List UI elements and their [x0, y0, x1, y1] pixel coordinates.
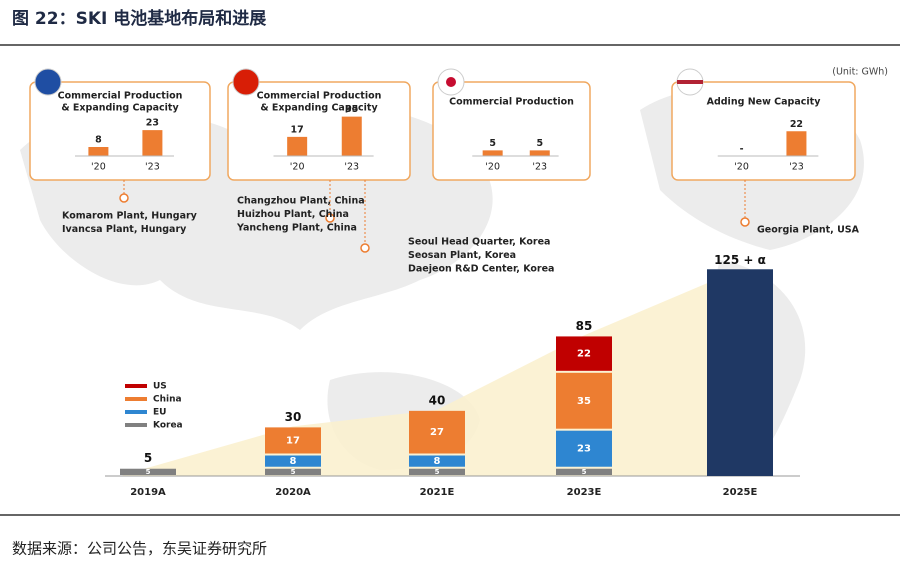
site-marker [119, 193, 129, 203]
site-marker [360, 243, 370, 253]
x-tick-label: 2025E [723, 487, 758, 498]
mini-bar [482, 150, 503, 156]
segment-label: 35 [577, 396, 591, 407]
callout-heading: & Expanding Capacity [61, 103, 179, 114]
x-tick-label: 2019A [130, 487, 166, 498]
total-label: 30 [285, 410, 302, 424]
site-marker [740, 217, 750, 227]
mini-category: '20 [91, 162, 106, 173]
segment-label: 5 [291, 468, 296, 476]
bar-segment [409, 455, 465, 467]
legend-swatch [125, 423, 147, 427]
plant-label: Changzhou Plant, China [237, 196, 365, 207]
mini-category: '23 [145, 162, 160, 173]
segment-label: 5 [146, 468, 151, 476]
mini-category: '20 [485, 162, 500, 173]
bar-segment [120, 468, 176, 475]
total-label: 5 [144, 451, 152, 465]
legend-label: Korea [153, 421, 183, 431]
x-tick-label: 2021E [420, 487, 455, 498]
mini-value: 23 [146, 118, 159, 129]
callout-heading: Commercial Production [58, 91, 183, 102]
callout-heading: Adding New Capacity [707, 97, 822, 108]
mini-bar [88, 147, 109, 156]
callout-heading: Commercial Production [257, 91, 382, 102]
mini-category: '23 [789, 162, 804, 173]
site-marker [325, 213, 335, 223]
segment-label: 8 [434, 456, 441, 467]
source: 数据来源：公司公告，东吴证券研究所 [12, 540, 267, 558]
mini-category: '20 [290, 162, 305, 173]
segment-label: 8 [290, 456, 297, 467]
total-label: 85 [576, 319, 593, 333]
plant-label: Seoul Head Quarter, Korea [408, 237, 550, 248]
bar-segment [556, 336, 612, 371]
title: 图 22：SKI 电池基地布局和进展 [12, 8, 266, 29]
plant-label: Seosan Plant, Korea [408, 250, 516, 261]
plant-label: Yancheng Plant, China [236, 223, 357, 234]
mini-category: '23 [344, 162, 359, 173]
legend-swatch [125, 410, 147, 414]
bar-segment [409, 468, 465, 475]
mini-bar [287, 136, 308, 156]
plant-label: Komarom Plant, Hungary [62, 211, 198, 222]
mini-bar [142, 130, 163, 156]
segment-label: 17 [286, 435, 300, 446]
segment-label: 23 [577, 444, 591, 455]
bar-segment [556, 430, 612, 467]
mini-value: 35 [345, 104, 358, 115]
mini-value: - [740, 144, 744, 155]
segment-label: 27 [430, 427, 444, 438]
segment-label: 5 [435, 468, 440, 476]
bar-segment [265, 468, 321, 475]
legend-label: EU [153, 408, 166, 418]
bar-segment [409, 410, 465, 454]
total-bar [707, 269, 773, 476]
segment-label: 22 [577, 349, 591, 360]
mini-value: 22 [790, 119, 803, 130]
plant-label: Ivancsa Plant, Hungary [62, 224, 187, 235]
bar-segment [556, 372, 612, 429]
callout-heading: & Expanding Capacity [260, 103, 378, 114]
bar-segment [265, 427, 321, 454]
flag [232, 68, 260, 96]
unit-label: (Unit: GWh) [832, 67, 888, 78]
bar-segment [265, 455, 321, 467]
mini-value: 17 [291, 124, 304, 135]
plant-label: Georgia Plant, USA [757, 225, 860, 236]
mini-bar [529, 150, 550, 156]
mini-category: '23 [532, 162, 547, 173]
mini-bar [786, 131, 807, 156]
legend-swatch [125, 397, 147, 401]
mini-value: 8 [95, 135, 102, 146]
flag-emblem [446, 77, 456, 87]
mini-category: '20 [734, 162, 749, 173]
flag [34, 68, 62, 96]
mini-value: 5 [489, 138, 496, 149]
x-tick-label: 2023E [567, 487, 602, 498]
total-label: 40 [429, 393, 446, 407]
legend-label: China [153, 395, 182, 405]
segment-label: 5 [582, 468, 587, 476]
plant-label: Daejeon R&D Center, Korea [408, 264, 554, 275]
bar-segment [556, 468, 612, 475]
flag-stripe [677, 80, 703, 84]
mini-value: 5 [536, 138, 543, 149]
mini-bar [341, 116, 362, 156]
total-label: 125 + α [714, 253, 766, 267]
x-tick-label: 2020A [275, 487, 311, 498]
legend-label: US [153, 382, 167, 392]
plant-label: Huizhou Plant, China [237, 209, 349, 220]
legend-swatch [125, 384, 147, 388]
callout-heading: Commercial Production [449, 97, 574, 108]
